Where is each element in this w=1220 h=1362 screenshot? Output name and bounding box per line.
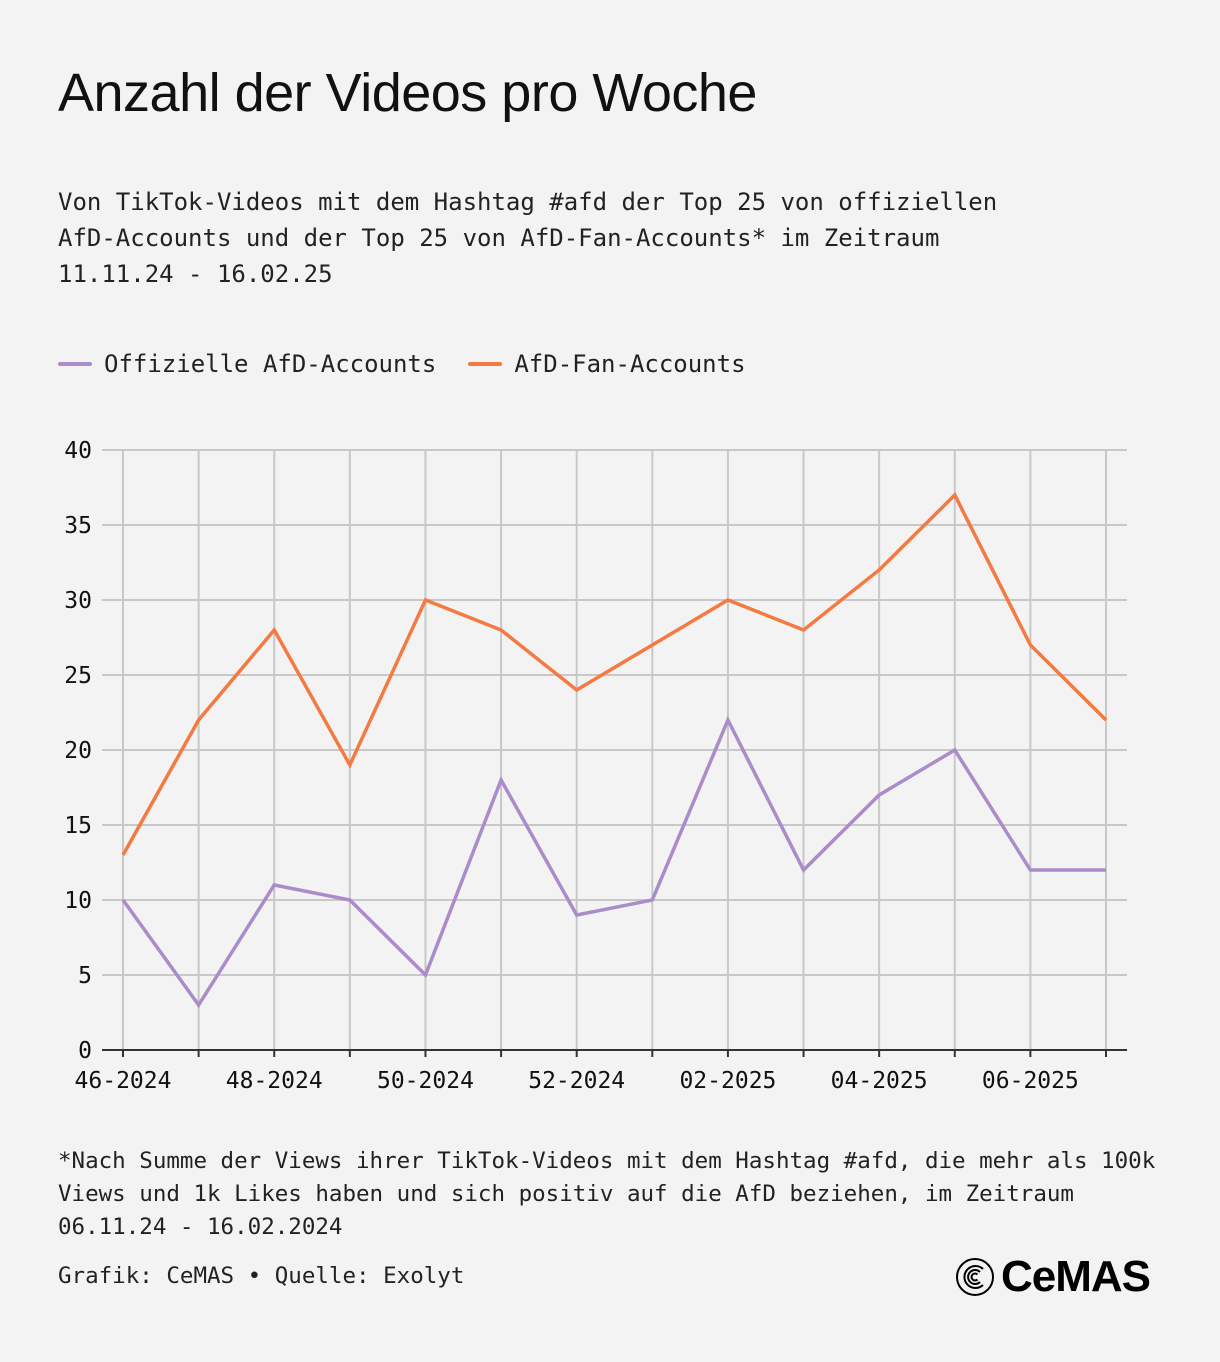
series-line-fan xyxy=(121,492,1108,856)
y-tick-label: 40 xyxy=(64,438,92,464)
legend: Offizielle AfD-Accounts AfD-Fan-Accounts xyxy=(58,350,778,378)
cemas-logo: CeMAS xyxy=(955,1252,1151,1302)
y-tick-label: 20 xyxy=(64,738,92,764)
source-credit: Grafik: CeMAS • Quelle: Exolyt xyxy=(58,1263,465,1289)
x-tick-label: 50-2024 xyxy=(377,1068,474,1094)
y-tick-label: 10 xyxy=(64,888,92,914)
legend-item-official: Offizielle AfD-Accounts xyxy=(58,350,436,378)
y-tick-label: 35 xyxy=(64,513,92,539)
y-tick-label: 5 xyxy=(78,963,92,989)
y-tick-label: 25 xyxy=(64,663,92,689)
y-tick-label: 15 xyxy=(64,813,92,839)
x-tick-label: 46-2024 xyxy=(75,1068,172,1094)
x-tick-label: 06-2025 xyxy=(982,1068,1079,1094)
cemas-logo-text: CeMAS xyxy=(1001,1252,1151,1301)
cemas-logo-icon xyxy=(956,1258,994,1296)
x-tick-label: 04-2025 xyxy=(831,1068,928,1094)
legend-label-official: Offizielle AfD-Accounts xyxy=(104,350,437,378)
y-tick-label: 0 xyxy=(78,1038,92,1064)
x-tick-label: 52-2024 xyxy=(528,1068,625,1094)
series-line-official xyxy=(121,715,1106,1009)
legend-item-fan: AfD-Fan-Accounts xyxy=(468,350,746,378)
x-tick-label: 48-2024 xyxy=(226,1068,323,1094)
legend-swatch-fan xyxy=(468,362,503,366)
x-tick-label: 02-2025 xyxy=(679,1068,776,1094)
legend-label-fan: AfD-Fan-Accounts xyxy=(514,350,746,378)
chart-subtitle: Von TikTok-Videos mit dem Hashtag #afd d… xyxy=(58,188,998,288)
footnote: *Nach Summe der Views ihrer TikTok-Video… xyxy=(58,1148,1156,1240)
legend-swatch-official xyxy=(58,362,92,366)
y-tick-label: 30 xyxy=(64,588,92,614)
chart-title: Anzahl der Videos pro Woche xyxy=(58,63,757,123)
